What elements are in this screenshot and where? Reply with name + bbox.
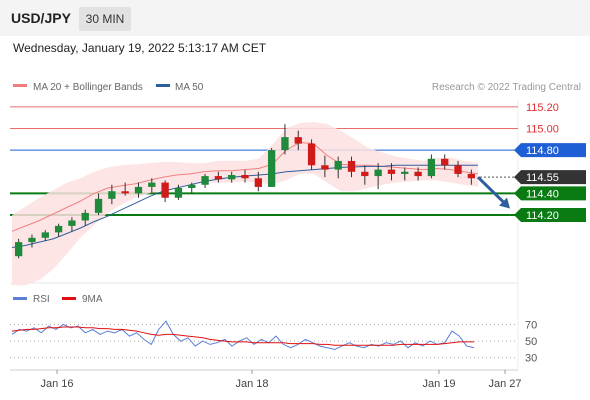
candle-body	[174, 188, 183, 198]
x-tick-label: Jan 16	[40, 378, 73, 390]
candle-body	[241, 175, 249, 179]
candle-body	[254, 178, 262, 187]
candle-body	[281, 137, 289, 151]
timeframe-button[interactable]: 30 MIN	[79, 7, 131, 31]
ma20-legend-label: MA 20 + Bollinger Bands	[33, 82, 143, 93]
candle-body	[347, 160, 356, 172]
level-tag	[514, 208, 586, 223]
candle-body	[321, 165, 329, 170]
candle-body	[387, 169, 396, 174]
ma50-legend-label: MA 50	[175, 82, 204, 93]
bollinger-band-area	[12, 122, 478, 286]
candle-body	[14, 242, 23, 257]
level-tag	[514, 170, 586, 185]
ma50-legend-swatch	[156, 84, 170, 87]
candle-body	[81, 212, 89, 221]
rsi-ma-line	[11, 326, 474, 346]
candle-body	[228, 175, 236, 180]
candle-body	[161, 182, 169, 198]
scenario-arrow-head	[499, 197, 510, 209]
ma20-legend-swatch	[13, 84, 27, 87]
candle-body	[374, 169, 382, 177]
candle-body	[68, 220, 76, 226]
level-label: 114.55	[526, 172, 559, 184]
candle-body	[188, 184, 196, 188]
candle-body	[467, 173, 476, 179]
rsi-legend-label: RSI	[33, 294, 50, 305]
candle-body	[134, 186, 143, 194]
datetime-label: Wednesday, January 19, 2022 5:13:17 AM C…	[13, 41, 267, 55]
level-label: 115.00	[526, 123, 559, 135]
level-tag	[514, 186, 586, 201]
candle-body	[307, 143, 316, 166]
candle-body	[54, 225, 63, 233]
symbol-title: USD/JPY	[11, 10, 71, 26]
candle-body	[454, 165, 462, 174]
candle-body	[294, 137, 302, 144]
candle-body	[414, 171, 422, 177]
rsi-tick-label: 70	[525, 319, 537, 331]
credit-label: Research © 2022 Trading Central	[432, 82, 581, 93]
candle-body	[148, 182, 156, 187]
candle-body	[94, 198, 103, 213]
candle-body	[214, 176, 223, 180]
rsi-legend-swatch	[13, 297, 27, 300]
rsi-ma-legend-label: 9MA	[82, 294, 103, 305]
scenario-arrow-shaft	[476, 176, 508, 206]
candle-body	[201, 176, 209, 185]
x-tick-label: Jan 27	[488, 378, 521, 390]
candle-body	[267, 150, 276, 187]
candle-body	[427, 158, 436, 177]
rsi-line	[11, 320, 475, 350]
rsi-ma-legend-swatch	[62, 297, 76, 300]
candle-body	[401, 171, 409, 174]
x-tick-label: Jan 19	[422, 378, 455, 390]
candle-body	[334, 160, 342, 170]
level-label: 115.20	[526, 102, 559, 114]
candle-body	[361, 171, 369, 177]
candle-body	[41, 232, 49, 238]
level-tag	[514, 143, 586, 158]
x-tick-label: Jan 18	[235, 378, 268, 390]
candle-body	[441, 158, 449, 166]
level-label: 114.80	[526, 145, 559, 157]
rsi-tick-label: 30	[525, 353, 537, 365]
level-label: 114.40	[526, 188, 559, 200]
candle-body	[121, 191, 129, 194]
candle-body	[28, 237, 36, 243]
rsi-tick-label: 50	[525, 336, 537, 348]
candle-body	[108, 191, 116, 199]
level-label: 114.20	[526, 210, 559, 222]
